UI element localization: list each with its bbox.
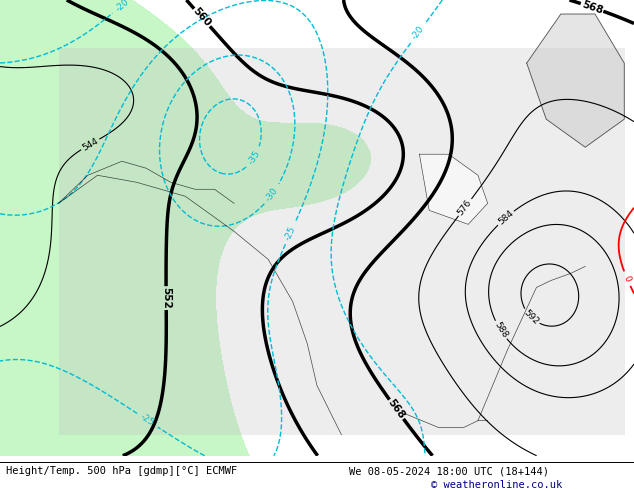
- Text: Height/Temp. 500 hPa [gdmp][°C] ECMWF: Height/Temp. 500 hPa [gdmp][°C] ECMWF: [6, 466, 238, 476]
- Text: 544: 544: [81, 136, 100, 152]
- Text: 0: 0: [622, 274, 632, 283]
- Text: 576: 576: [456, 198, 474, 217]
- Text: -25: -25: [139, 413, 156, 428]
- Text: We 08-05-2024 18:00 UTC (18+144): We 08-05-2024 18:00 UTC (18+144): [349, 466, 548, 476]
- Text: -20: -20: [113, 0, 131, 13]
- Text: 588: 588: [492, 320, 509, 340]
- Text: 592: 592: [522, 308, 540, 326]
- Text: 552: 552: [161, 287, 171, 309]
- Text: -35: -35: [247, 149, 262, 166]
- Text: 568: 568: [580, 0, 604, 16]
- Text: © weatheronline.co.uk: © weatheronline.co.uk: [431, 480, 562, 490]
- Text: -30: -30: [264, 186, 280, 203]
- Text: 568: 568: [386, 397, 407, 421]
- Text: -20: -20: [410, 24, 426, 42]
- Text: 584: 584: [496, 209, 515, 227]
- Polygon shape: [420, 154, 488, 224]
- Polygon shape: [527, 14, 624, 147]
- Text: 560: 560: [191, 6, 213, 29]
- Text: -25: -25: [283, 224, 297, 242]
